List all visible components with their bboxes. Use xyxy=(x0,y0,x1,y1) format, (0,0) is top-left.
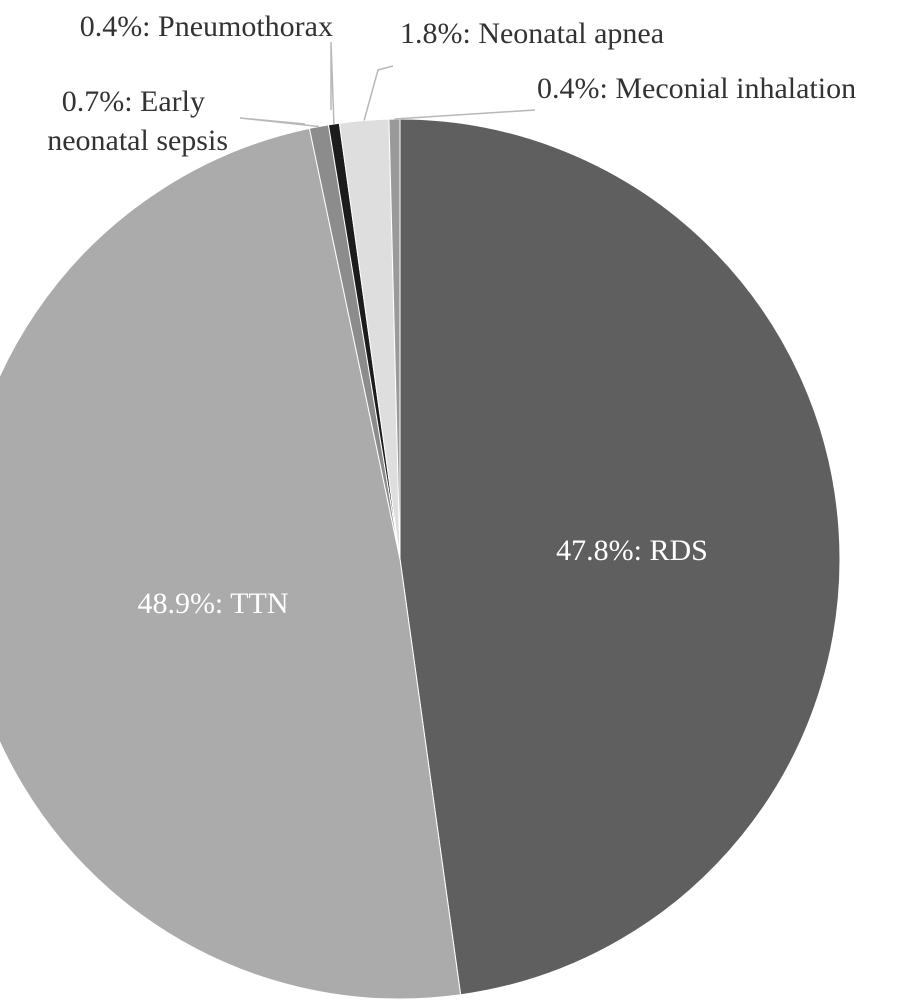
pie-slice-rds xyxy=(399,118,841,996)
slice-label-meconial-inhalation: 0.4%: Meconial inhalation xyxy=(537,72,856,105)
pie-slices xyxy=(0,118,841,1000)
slice-label-rds: 47.8%: RDS xyxy=(556,534,708,567)
leader-line-meconial-inhalation xyxy=(394,109,536,120)
slice-label-neonatal-apnea: 1.8%: Neonatal apnea xyxy=(400,17,664,50)
slice-label-pneumothorax: 0.4%: Pneumothorax xyxy=(80,10,333,43)
slice-label-early-neonatal-sepsis-line2: neonatal sepsis xyxy=(47,124,228,157)
leader-lines xyxy=(239,41,536,128)
leader-line-neonatal-apnea xyxy=(363,65,394,121)
pie-slice-ttn xyxy=(0,127,462,1000)
leader-line-pneumothorax xyxy=(330,41,335,125)
leader-line-early-neonatal-sepsis xyxy=(239,117,319,128)
slice-label-early-neonatal-sepsis-line1: 0.7%: Early xyxy=(62,85,205,118)
slice-label-ttn: 48.9%: TTN xyxy=(137,587,288,620)
